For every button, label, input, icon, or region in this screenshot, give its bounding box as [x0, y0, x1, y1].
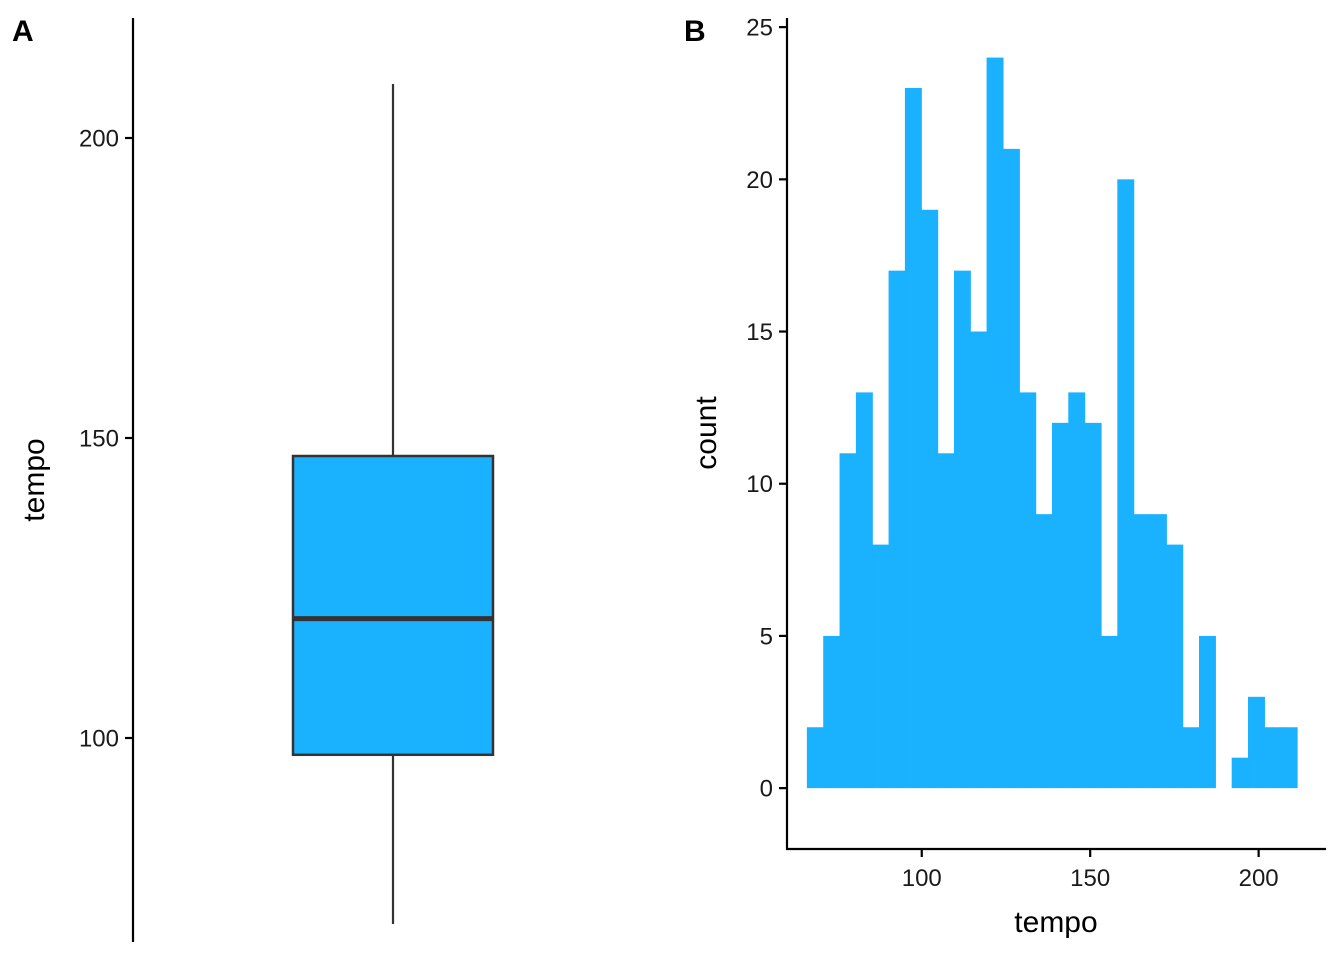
histogram-bar-9: [953, 270, 971, 789]
histogram-bar-18: [1100, 635, 1118, 789]
panel-b-x-tick-label-100: 100: [902, 865, 942, 892]
histogram-bar-21: [1149, 514, 1167, 789]
panel-b-y-tick-label-20: 20: [746, 167, 773, 194]
histogram-bar-16: [1068, 392, 1086, 789]
panel-b-histogram: B 0 5 10 15 20 25 100 150 200 count tempo: [684, 15, 1326, 939]
box-iqr: [291, 454, 495, 757]
histogram-bar-4: [872, 544, 890, 789]
panel-b-y-tick-label-10: 10: [746, 471, 773, 498]
histogram-bar-12: [1002, 148, 1020, 789]
panel-a-box-group: [291, 84, 495, 924]
histogram-bar-10: [970, 331, 988, 789]
histogram-bar-6: [904, 88, 922, 789]
panel-b-y-tick-label-15: 15: [746, 319, 773, 346]
histogram-bar-2: [839, 453, 857, 789]
panel-a-y-tick-label-100: 100: [79, 726, 119, 753]
panel-b-x-tick-label-200: 200: [1239, 865, 1279, 892]
panel-b-x-ticks: 100 150 200: [902, 849, 1279, 892]
histogram-bar-27: [1248, 696, 1265, 789]
histogram-bar-11: [986, 57, 1004, 789]
panel-b-y-tick-label-5: 5: [760, 623, 773, 650]
histogram-bar-15: [1051, 422, 1069, 789]
histogram-bar-1: [823, 635, 841, 789]
histogram-bar-7: [921, 209, 939, 789]
histogram-bar-26: [1231, 757, 1249, 789]
histogram-bar-29: [1280, 727, 1298, 789]
histogram-bar-23: [1182, 727, 1200, 789]
histogram-bar-20: [1133, 514, 1151, 789]
histogram-bar-24: [1198, 635, 1216, 789]
histogram-bar-13: [1019, 392, 1037, 789]
panel-a-y-tick-label-150: 150: [79, 426, 119, 453]
panel-b-y-tick-label-25: 25: [746, 15, 773, 42]
panel-a-y-axis-title: tempo: [18, 438, 51, 521]
histogram-bar-5: [888, 270, 906, 789]
histogram-bar-8: [937, 453, 955, 789]
panel-a-y-tick-label-200: 200: [79, 126, 119, 153]
panel-a-boxplot: A 100 150 200 tempo: [12, 15, 495, 942]
histogram-bar-3: [855, 392, 873, 789]
panel-b-y-axis-title: count: [690, 396, 723, 470]
histogram-bar-17: [1084, 422, 1102, 789]
histogram-bar-22: [1166, 544, 1184, 789]
panel-b-y-tick-label-0: 0: [760, 776, 773, 803]
histogram-bar-0: [806, 727, 824, 789]
panel-b-x-axis-title: tempo: [1014, 906, 1097, 939]
panel-b-x-tick-label-150: 150: [1070, 865, 1110, 892]
panel-a-y-ticks: 100 150 200: [79, 126, 133, 753]
histogram-bar-28: [1264, 727, 1282, 789]
panel-b-y-ticks: 0 5 10 15 20 25: [746, 15, 787, 803]
panel-a-tag: A: [12, 15, 34, 48]
histogram-bar-19: [1117, 179, 1135, 789]
histogram-bar-14: [1035, 514, 1053, 789]
panel-b-bars: [806, 57, 1298, 789]
panel-b-tag: B: [684, 15, 706, 48]
